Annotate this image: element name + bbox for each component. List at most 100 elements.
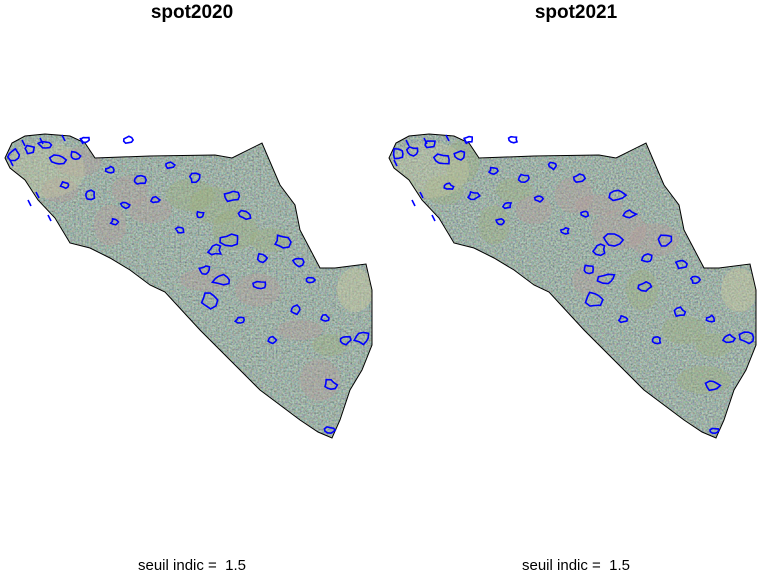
gap-contour bbox=[59, 180, 70, 190]
gap-contour bbox=[533, 195, 545, 203]
gap-contour bbox=[256, 252, 269, 264]
gap-contour bbox=[405, 139, 410, 147]
gap-contour bbox=[324, 378, 339, 391]
gap-contour bbox=[196, 210, 205, 219]
gap-contour bbox=[305, 276, 317, 284]
gap-contour bbox=[443, 182, 455, 190]
gap-contour bbox=[291, 257, 305, 268]
gap-contour bbox=[689, 275, 702, 285]
gap-contour bbox=[21, 139, 26, 147]
study-area-boundary bbox=[4, 133, 373, 439]
gap-contour bbox=[119, 201, 132, 210]
gap-contour bbox=[738, 331, 755, 345]
gap-contour bbox=[393, 159, 398, 167]
imagery-raster bbox=[5, 134, 372, 438]
gap-contour bbox=[453, 150, 466, 161]
gap-contour bbox=[323, 426, 337, 435]
gap-contour bbox=[673, 306, 687, 318]
gap-contour bbox=[188, 172, 201, 184]
gap-contour bbox=[622, 209, 639, 219]
gap-contour bbox=[517, 173, 530, 184]
gap-contour bbox=[339, 335, 352, 346]
gap-contour bbox=[445, 134, 450, 142]
gap-contour bbox=[27, 199, 32, 207]
imagery-raster bbox=[389, 134, 756, 438]
gap-contour bbox=[233, 316, 246, 324]
gap-contour bbox=[709, 427, 720, 435]
panel-title: spot2021 bbox=[534, 2, 618, 23]
gap-contour bbox=[559, 226, 570, 235]
gap-contour bbox=[48, 154, 68, 165]
gap-contour bbox=[637, 280, 653, 293]
gap-contour bbox=[466, 190, 481, 201]
gap-contour bbox=[651, 335, 662, 345]
gap-contour bbox=[657, 234, 673, 247]
gap-contour bbox=[85, 189, 96, 201]
gap-contour bbox=[353, 331, 370, 346]
gap-contour bbox=[47, 214, 52, 222]
gap-contour bbox=[200, 292, 219, 310]
gap-contour bbox=[24, 144, 36, 155]
gap-contour bbox=[572, 173, 587, 184]
gap-contour bbox=[591, 243, 606, 257]
gap-contour bbox=[133, 174, 148, 185]
panel-title: spot2020 bbox=[150, 2, 234, 23]
gap-contour bbox=[267, 335, 278, 345]
gap-contour bbox=[35, 191, 40, 199]
gap-contour bbox=[431, 214, 436, 222]
gap-contour bbox=[547, 161, 558, 171]
gap-contour bbox=[405, 145, 419, 157]
gap-contour bbox=[273, 234, 292, 249]
panel-caption: seuil indic = 1.5 bbox=[138, 557, 246, 574]
gap-contour bbox=[122, 135, 135, 145]
gap-contour bbox=[487, 166, 499, 175]
gap-contour bbox=[583, 264, 595, 275]
gap-contour bbox=[424, 140, 436, 149]
gap-contour bbox=[617, 314, 629, 324]
map-canvas bbox=[388, 133, 757, 439]
gap-contour bbox=[206, 243, 223, 256]
gap-contour bbox=[6, 147, 21, 162]
gap-contour bbox=[109, 217, 120, 226]
study-area-boundary bbox=[388, 133, 757, 439]
gap-contour bbox=[463, 137, 468, 145]
map-canvas bbox=[4, 133, 373, 439]
gap-contour bbox=[584, 291, 604, 307]
map-panel-spot2021: spot2021 seuil indic = 1.5 bbox=[384, 0, 768, 576]
gap-contours bbox=[6, 134, 370, 435]
gap-contour bbox=[411, 199, 416, 207]
gap-contour bbox=[252, 280, 267, 290]
gap-contour bbox=[61, 134, 66, 142]
gap-contour bbox=[36, 140, 53, 149]
gap-contour bbox=[290, 304, 301, 316]
gap-contour bbox=[423, 137, 428, 145]
gap-contour bbox=[79, 137, 84, 145]
gap-contour bbox=[432, 153, 450, 165]
gap-contour bbox=[210, 273, 231, 286]
gap-contour bbox=[219, 233, 239, 247]
gap-contour bbox=[674, 259, 689, 270]
gap-contour bbox=[223, 190, 241, 203]
gap-contour bbox=[602, 233, 625, 247]
gap-contour bbox=[507, 135, 519, 144]
panel-caption: seuil indic = 1.5 bbox=[522, 557, 630, 574]
gap-contour bbox=[70, 150, 82, 161]
gap-contour bbox=[640, 253, 653, 263]
gap-contour bbox=[320, 313, 330, 322]
gap-contour bbox=[174, 226, 185, 234]
gap-contour bbox=[9, 159, 14, 167]
gap-contours bbox=[392, 134, 755, 435]
gap-contour bbox=[419, 191, 424, 199]
gap-contour bbox=[39, 137, 44, 145]
gap-contour bbox=[596, 273, 616, 285]
gap-contour bbox=[580, 210, 590, 218]
gap-contour bbox=[165, 161, 177, 170]
gap-contour bbox=[705, 314, 716, 323]
map-panel-spot2020: spot2020 seuil indic = 1.5 bbox=[4, 2, 373, 574]
gap-contour bbox=[198, 265, 211, 276]
gap-contour bbox=[237, 209, 252, 221]
gap-contour bbox=[392, 147, 404, 160]
gap-contour bbox=[501, 201, 513, 210]
gap-contour bbox=[149, 195, 162, 204]
gap-contour bbox=[721, 333, 737, 344]
